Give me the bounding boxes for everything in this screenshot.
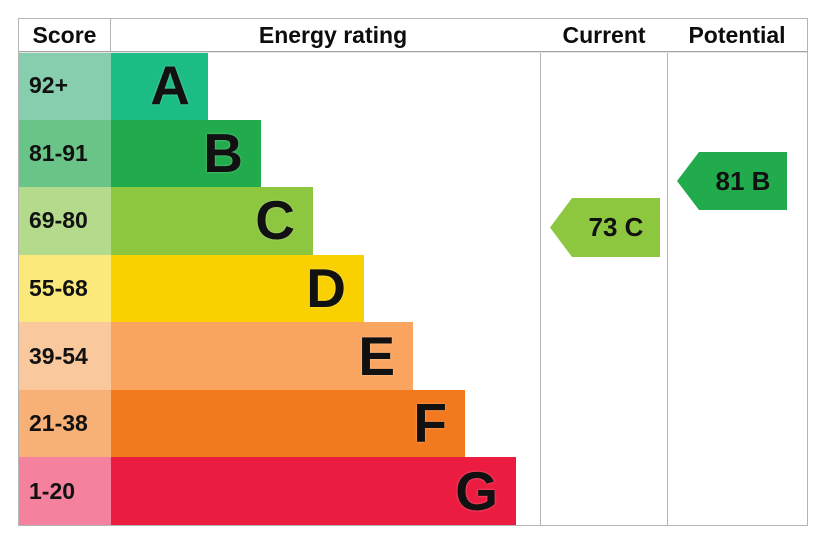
band-bar-a: A bbox=[111, 52, 208, 120]
band-bar-e: E bbox=[111, 322, 413, 390]
current-column-divider bbox=[540, 19, 541, 525]
current-column-header: Current bbox=[562, 21, 646, 48]
epc-table: Score Energy rating Current Potential 92… bbox=[18, 18, 808, 526]
band-bar-b: B bbox=[111, 119, 261, 188]
score-column-header: Score bbox=[19, 19, 111, 51]
band-row-e: 39-54 E bbox=[19, 322, 541, 390]
band-row-f: 21-38 F bbox=[19, 389, 541, 458]
score-range-f: 21-38 bbox=[19, 389, 111, 458]
score-range-d: 55-68 bbox=[19, 254, 111, 323]
band-bar-c: C bbox=[111, 187, 313, 255]
potential-rating-arrow: 81 B bbox=[677, 152, 787, 210]
band-row-b: 81-91 B bbox=[19, 119, 541, 188]
current-rating-arrow: 73 C bbox=[550, 198, 660, 257]
score-range-c: 69-80 bbox=[19, 187, 111, 255]
score-range-g: 1-20 bbox=[19, 457, 111, 525]
score-range-b: 81-91 bbox=[19, 119, 111, 188]
band-row-c: 69-80 C bbox=[19, 187, 541, 255]
energy-rating-column-header: Energy rating bbox=[258, 21, 408, 48]
score-range-a: 92+ bbox=[19, 52, 111, 120]
score-range-e: 39-54 bbox=[19, 322, 111, 390]
band-bar-d: D bbox=[111, 254, 364, 323]
band-rows: 92+ A 81-91 B 69-80 C 55-68 D 39-54 E 21… bbox=[19, 52, 541, 525]
potential-column-divider bbox=[667, 19, 668, 525]
band-row-d: 55-68 D bbox=[19, 254, 541, 323]
band-bar-f: F bbox=[111, 389, 465, 458]
band-bar-g: G bbox=[111, 457, 516, 525]
band-row-g: 1-20 G bbox=[19, 457, 541, 525]
band-row-a: 92+ A bbox=[19, 52, 541, 120]
potential-column-header: Potential bbox=[688, 21, 786, 48]
table-header-row: Score Energy rating Current Potential bbox=[19, 19, 807, 52]
